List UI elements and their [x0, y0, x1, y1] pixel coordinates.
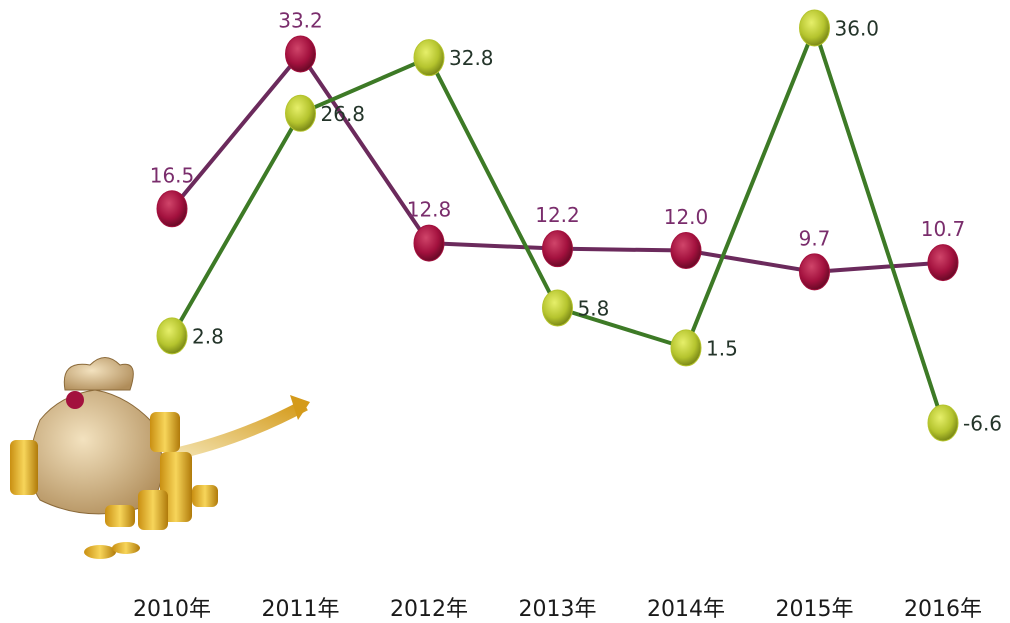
data-label: 12.8: [407, 198, 452, 222]
bag-seal: [66, 391, 84, 409]
data-label: 32.8: [449, 46, 494, 70]
marker: [285, 35, 316, 73]
data-label: 12.2: [535, 203, 580, 227]
x-tick-label: 2011年: [262, 597, 340, 622]
marker: [285, 94, 316, 132]
marker: [927, 404, 959, 442]
x-tick-label: 2016年: [904, 597, 982, 622]
data-label: 36.0: [835, 17, 880, 41]
marker: [670, 232, 702, 270]
data-label: 26.8: [321, 102, 366, 126]
marker: [413, 224, 445, 262]
marker: [799, 9, 830, 47]
data-label: 12.0: [664, 205, 709, 229]
x-tick-label: 2010年: [133, 597, 211, 622]
marker: [156, 190, 188, 228]
coin-stacks: [10, 412, 218, 559]
data-label: 9.7: [799, 226, 831, 250]
marker: [542, 230, 573, 268]
marker: [927, 244, 959, 282]
bag-top: [63, 357, 134, 391]
arrow-head: [290, 395, 310, 420]
marker: [413, 39, 445, 77]
x-tick-label: 2014年: [647, 597, 725, 622]
marker: [542, 289, 573, 327]
data-label: 33.2: [278, 8, 323, 32]
data-label: 5.8: [578, 297, 610, 321]
arrow: [168, 399, 308, 461]
money-bag-illustration: [10, 357, 310, 559]
marker: [799, 253, 830, 291]
x-tick-label: 2012年: [390, 597, 468, 622]
marker: [156, 317, 188, 355]
x-tick-label: 2015年: [776, 597, 854, 622]
x-tick-label: 2013年: [519, 597, 597, 622]
data-label: 16.5: [150, 163, 195, 187]
data-label: -6.6: [963, 412, 1002, 436]
marker: [670, 329, 702, 367]
data-label: 1.5: [706, 336, 738, 360]
data-label: 10.7: [921, 217, 966, 241]
data-label: 2.8: [192, 324, 224, 348]
